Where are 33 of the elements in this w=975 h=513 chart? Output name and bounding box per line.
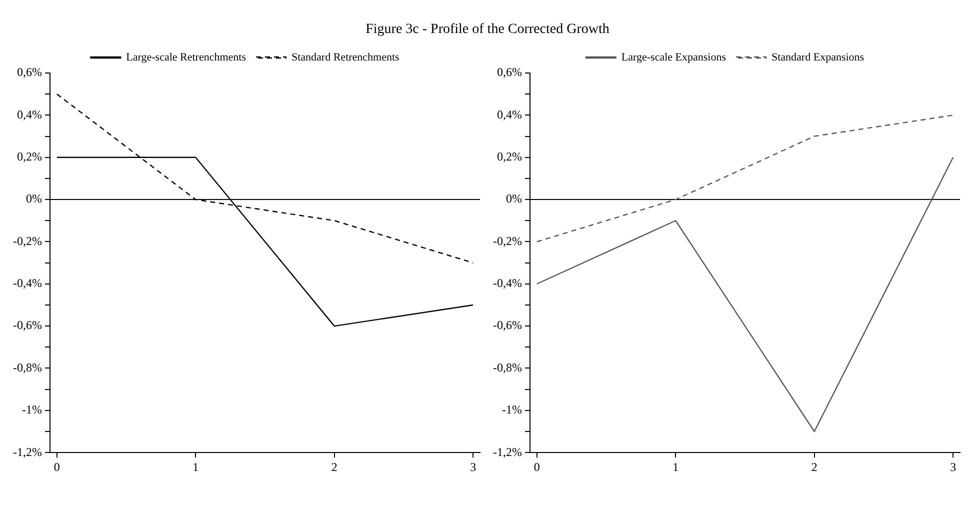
legend-label: Large-scale Retrenchments	[126, 51, 246, 64]
x-tick-label: 3	[470, 460, 476, 474]
y-tick-label: 0,4%	[496, 107, 522, 122]
y-tick-label: -1,2%	[12, 444, 42, 459]
y-tick-label: -0,8%	[12, 360, 42, 374]
y-tick-label: 0%	[26, 192, 42, 206]
y-tick-label: 0,4%	[16, 107, 42, 122]
y-tick-label: -0,6%	[12, 318, 42, 332]
y-tick-label: 0%	[506, 192, 522, 206]
y-tick-label: 0,2%	[16, 150, 42, 164]
y-tick-label: -0,2%	[492, 234, 522, 248]
x-tick-label: 2	[331, 460, 338, 474]
x-tick-label: 3	[950, 460, 956, 474]
y-tick-label: -0,6%	[492, 318, 522, 332]
legend-label: Standard Retrenchments	[291, 51, 400, 64]
y-tick-label: -0,4%	[12, 276, 42, 290]
y-tick-label: -0,2%	[12, 234, 42, 248]
x-tick-label: 0	[534, 460, 540, 474]
chart-title: Figure 3c - Profile of the Corrected Growth	[364, 22, 610, 38]
x-tick-label: 1	[672, 460, 679, 474]
x-tick-label: 2	[811, 460, 818, 474]
legend-label: Standard Expansions	[771, 51, 864, 64]
legend-label: Large-scale Expansions	[621, 51, 726, 64]
y-tick-label: -1,2%	[492, 444, 522, 459]
x-tick-label: 0	[54, 460, 60, 474]
y-tick-label: 0,2%	[496, 150, 522, 164]
y-tick-label: -0,4%	[492, 276, 522, 290]
y-tick-label: -1%	[502, 402, 522, 417]
y-tick-label: -0,8%	[492, 360, 522, 374]
y-tick-label: 0,6%	[16, 65, 42, 80]
y-tick-label: -1%	[22, 402, 42, 417]
x-tick-label: 1	[192, 460, 199, 474]
y-tick-label: 0,6%	[496, 65, 522, 80]
